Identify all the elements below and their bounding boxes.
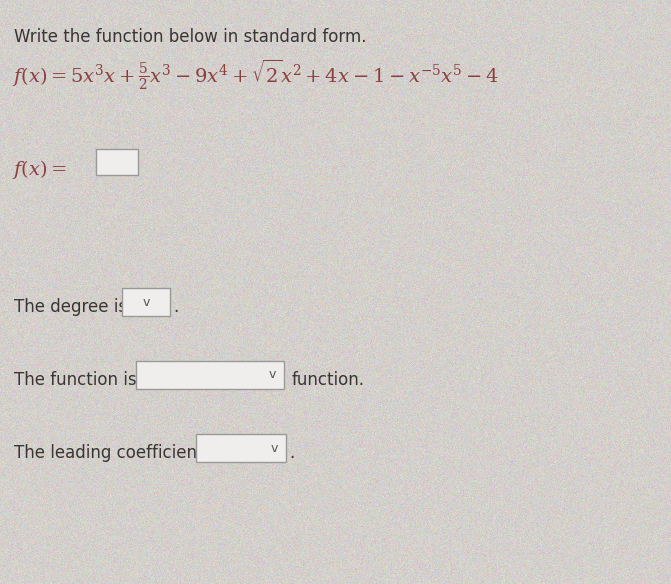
- Text: The leading coefficient is: The leading coefficient is: [14, 444, 222, 462]
- Text: Write the function below in standard form.: Write the function below in standard for…: [14, 28, 366, 46]
- Text: v: v: [268, 369, 276, 381]
- Text: .: .: [289, 444, 295, 462]
- Text: $f(x) =$: $f(x) =$: [12, 158, 66, 181]
- FancyBboxPatch shape: [196, 434, 286, 462]
- FancyBboxPatch shape: [122, 288, 170, 316]
- Text: .: .: [173, 298, 178, 316]
- Text: function.: function.: [292, 371, 365, 389]
- Text: v: v: [270, 442, 278, 454]
- FancyBboxPatch shape: [136, 361, 284, 389]
- Text: $f(x) = 5x^3x + \frac{5}{2}x^3 - 9x^4 + \sqrt{2}x^2 + 4x - 1 - x^{-5}x^5 - 4$: $f(x) = 5x^3x + \frac{5}{2}x^3 - 9x^4 + …: [12, 58, 499, 92]
- FancyBboxPatch shape: [96, 149, 138, 175]
- Text: v: v: [142, 296, 150, 308]
- Text: The degree is: The degree is: [14, 298, 127, 316]
- Text: The function is a: The function is a: [14, 371, 152, 389]
